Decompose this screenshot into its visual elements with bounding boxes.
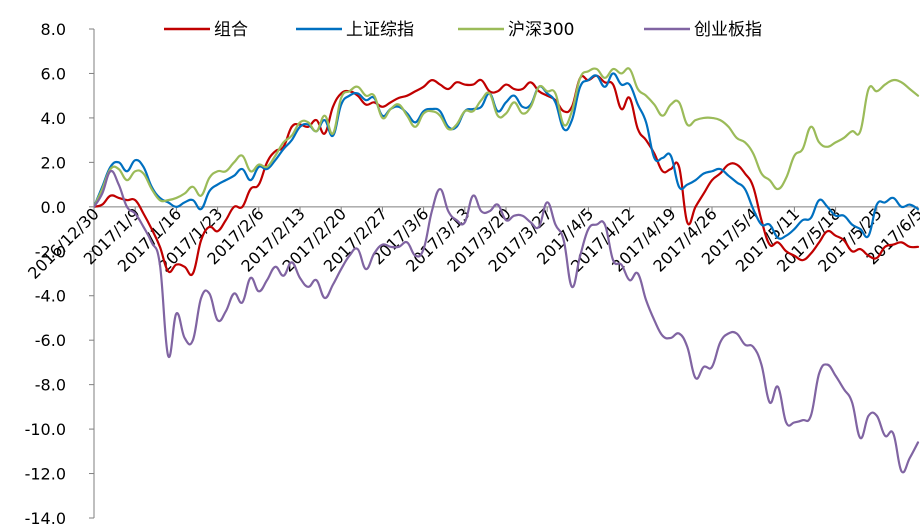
y-tick-label: 6.0 <box>41 64 66 83</box>
y-tick-label: -4.0 <box>35 287 66 306</box>
y-tick-label: 4.0 <box>41 109 66 128</box>
legend-label-3: 创业板指 <box>694 20 762 40</box>
legend-label-2: 沪深300 <box>508 20 574 40</box>
y-tick-label: -6.0 <box>35 331 66 350</box>
y-tick-label: -2.0 <box>35 242 66 261</box>
series-line-1 <box>94 72 920 240</box>
y-tick-label: -14.0 <box>25 509 66 527</box>
series-line-3 <box>94 169 920 474</box>
legend-label-0: 组合 <box>214 20 248 40</box>
y-tick-label: -8.0 <box>35 376 66 395</box>
legend-label-1: 上证综指 <box>346 20 414 40</box>
y-tick-label: 0.0 <box>41 198 66 217</box>
series-line-0 <box>94 74 920 277</box>
y-tick-label: -12.0 <box>25 465 66 484</box>
y-tick-label: -10.0 <box>25 420 66 439</box>
series-line-2 <box>94 67 920 208</box>
y-tick-label: 2.0 <box>41 153 66 172</box>
y-tick-label: 8.0 <box>41 20 66 39</box>
